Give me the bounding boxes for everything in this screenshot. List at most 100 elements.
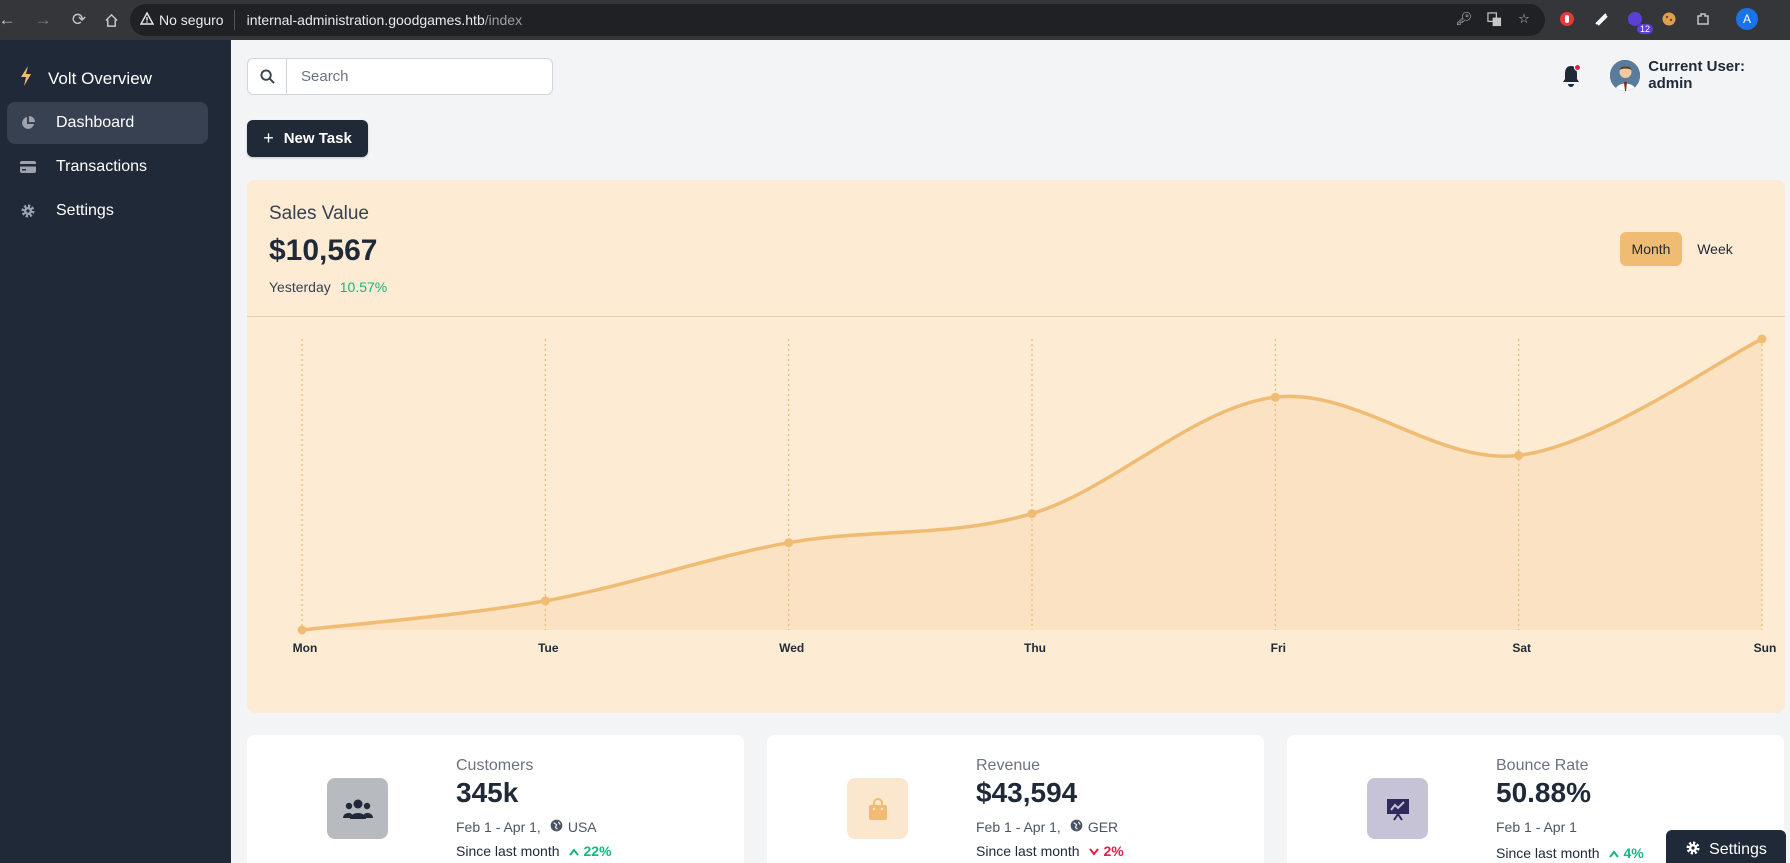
sidebar-item-label: Settings [56, 202, 114, 219]
shopping-bag-icon [847, 778, 908, 839]
extension-badge: 12 [1636, 24, 1653, 34]
extensions-puzzle-icon[interactable] [1691, 7, 1715, 31]
password-key-icon[interactable]: 🔑︎ [1455, 11, 1473, 26]
stat-since: Since last month 22% [456, 843, 612, 859]
sales-value: $10,567 [269, 234, 378, 267]
sidebar-item-transactions[interactable]: Transactions [7, 146, 208, 188]
data-point-sat [1514, 450, 1524, 460]
data-point-wed [784, 538, 794, 548]
x-tick-label-tue: Tue [538, 641, 559, 655]
gear-icon [19, 202, 37, 220]
data-point-sun [1757, 334, 1767, 344]
stat-since: Since last month 2% [976, 843, 1124, 859]
sidebar-item-label: Dashboard [56, 114, 135, 131]
stat-value: $43,594 [976, 777, 1078, 808]
x-tick-label-wed: Wed [779, 641, 804, 655]
stat-region: USA [567, 819, 597, 835]
new-task-label: New Task [283, 130, 352, 147]
notification-dot [1574, 64, 1581, 71]
sidebar-item-settings[interactable]: Settings [7, 190, 208, 232]
x-tick-label-sun: Sun [1754, 641, 1777, 655]
avatar [1610, 59, 1641, 91]
sales-period-label: Yesterday [269, 279, 331, 295]
new-task-button[interactable]: + New Task [247, 120, 368, 157]
chevron-up-icon [1608, 845, 1619, 861]
sales-change: 10.57% [339, 279, 388, 295]
week-toggle-button[interactable]: Week [1697, 241, 1733, 257]
sales-chart: Mon Tue Wed Thu Fri Sat Sun [293, 334, 1777, 655]
url-host: internal-administration.goodgames.htb [246, 12, 485, 28]
data-point-tue [540, 596, 550, 606]
current-user-label: Current User: admin [1648, 58, 1745, 92]
stat-since-text: Since last month [1496, 845, 1600, 861]
user-menu[interactable]: Current User: admin [1610, 58, 1790, 92]
stat-value: 345k [456, 777, 519, 808]
users-icon [327, 778, 388, 839]
extension-wappalyzer-icon[interactable]: 12 [1623, 7, 1653, 34]
search-box [247, 58, 553, 95]
notifications-bell-icon[interactable] [1560, 64, 1582, 88]
data-point-mon [297, 625, 307, 635]
pie-chart-icon [19, 114, 37, 132]
stat-since-text: Since last month [456, 843, 560, 859]
warning-icon [139, 11, 155, 28]
settings-label: Settings [1709, 841, 1767, 858]
plus-icon: + [263, 128, 274, 148]
bookmark-star-icon[interactable]: ☆ [1518, 11, 1530, 26]
extension-ninja-icon[interactable] [1589, 7, 1613, 31]
stat-since-text: Since last month [976, 843, 1080, 859]
sidebar: Volt Overview Dashboard Transactions Set… [0, 40, 231, 863]
stat-value: 50.88% [1496, 777, 1591, 808]
stat-range-text: Feb 1 - Apr 1 [1496, 819, 1577, 835]
chevron-down-icon [1088, 843, 1099, 859]
data-point-thu [1027, 509, 1037, 519]
globe-icon [1070, 819, 1083, 835]
stat-range-text: Feb 1 - Apr 1, [976, 819, 1061, 835]
stat-since: Since last month 4% [1496, 845, 1644, 861]
forward-icon[interactable]: → [34, 10, 52, 29]
card-divider [247, 316, 1785, 317]
month-toggle-button[interactable]: Month [1620, 232, 1682, 266]
address-bar[interactable]: No seguro internal-administration.goodga… [130, 4, 1545, 36]
presentation-chart-icon [1367, 778, 1428, 839]
brand-title: Volt Overview [48, 68, 152, 88]
brand-link[interactable]: Volt Overview [20, 66, 152, 91]
stat-range: Feb 1 - Apr 1, GER [976, 819, 1118, 835]
browser-toolbar: ← → ⟳ No seguro internal-administration.… [0, 0, 1790, 40]
extension-hand-icon[interactable] [1555, 7, 1579, 31]
stat-change: 2% [1103, 843, 1124, 859]
stat-title: Customers [456, 757, 534, 774]
x-tick-label-fri: Fri [1271, 641, 1286, 655]
security-indicator[interactable]: No seguro [139, 10, 235, 30]
reload-icon[interactable]: ⟳ [71, 10, 87, 29]
search-input[interactable] [287, 68, 537, 85]
extension-cookie-icon[interactable] [1657, 7, 1681, 31]
x-tick-label-mon: Mon [293, 641, 318, 655]
stat-card-customers: Customers 345k Feb 1 - Apr 1, USA Since … [247, 735, 744, 863]
stat-title: Revenue [976, 757, 1041, 774]
x-tick-label-sat: Sat [1512, 641, 1531, 655]
stat-range: Feb 1 - Apr 1 [1496, 819, 1577, 835]
sales-value-card: Sales Value $10,567 Yesterday 10.57% Mont… [247, 180, 1785, 713]
back-icon[interactable]: ← [0, 10, 16, 29]
stat-change: 4% [1623, 845, 1644, 861]
sales-title: Sales Value [269, 203, 369, 224]
profile-avatar[interactable]: A [1735, 7, 1759, 31]
sales-subtitle: Yesterday 10.57% [269, 279, 387, 295]
security-label: No seguro [159, 12, 224, 28]
stat-region: GER [1087, 819, 1119, 835]
translate-icon[interactable] [1485, 10, 1503, 28]
home-icon[interactable] [98, 7, 124, 33]
globe-icon [550, 819, 563, 835]
search-icon[interactable] [248, 59, 287, 94]
stat-change: 22% [583, 843, 612, 859]
settings-floating-button[interactable]: Settings [1666, 830, 1786, 863]
data-point-fri [1270, 392, 1280, 402]
url-path: /index [484, 12, 523, 28]
x-tick-label-thu: Thu [1024, 641, 1046, 655]
sidebar-item-dashboard[interactable]: Dashboard [7, 102, 208, 144]
sidebar-item-label: Transactions [56, 158, 147, 175]
lightning-icon [20, 66, 32, 91]
chevron-up-icon [568, 843, 579, 859]
credit-card-icon [19, 158, 37, 176]
